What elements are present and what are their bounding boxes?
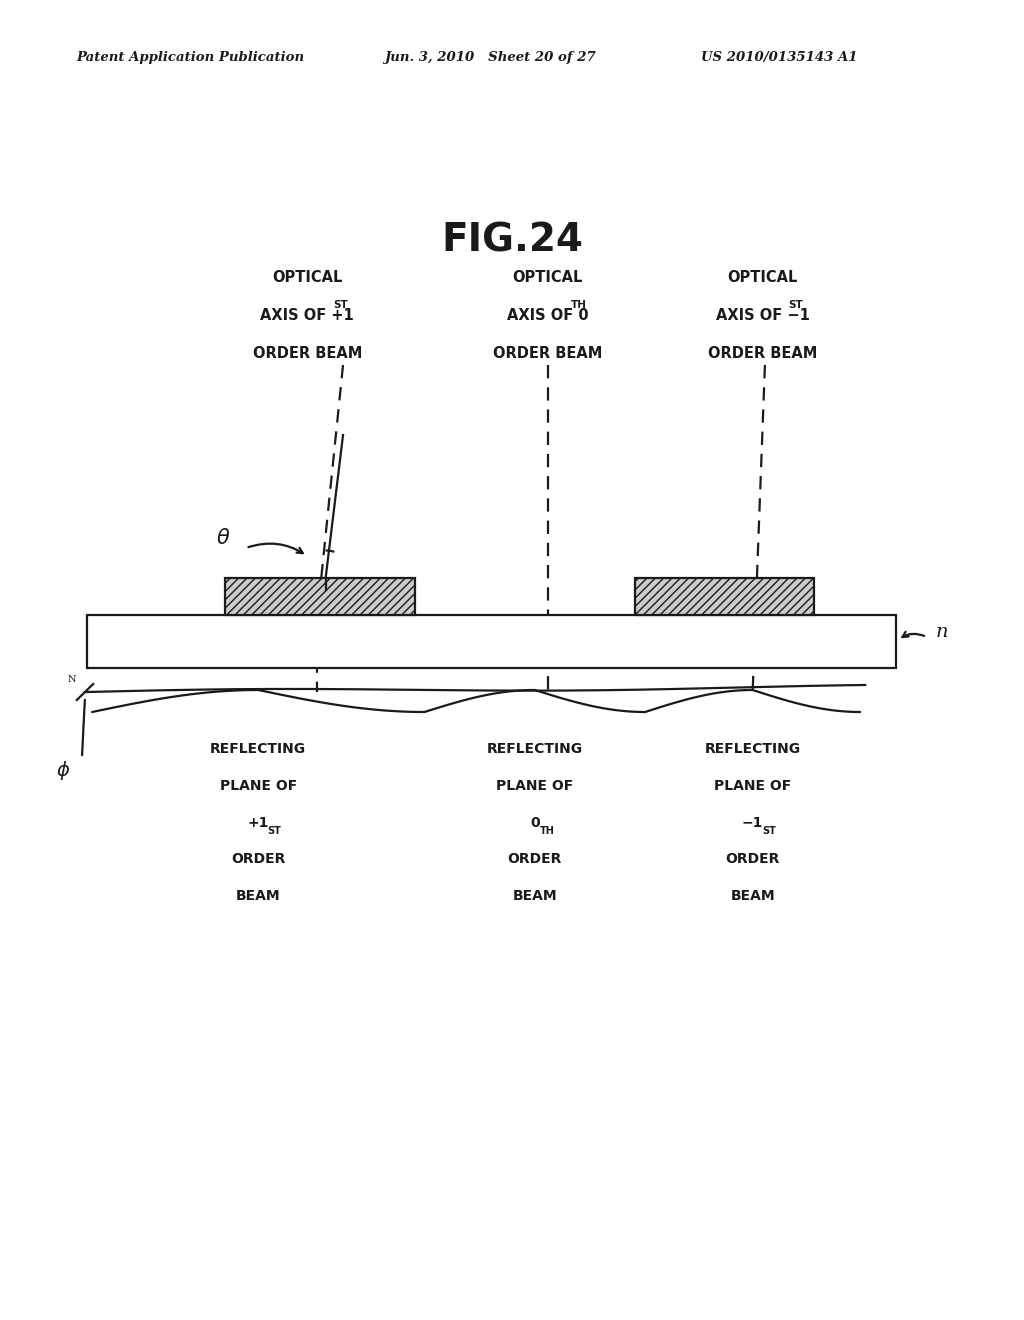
Text: BEAM: BEAM — [730, 888, 775, 903]
Text: OPTICAL: OPTICAL — [513, 271, 583, 285]
Text: OPTICAL: OPTICAL — [272, 271, 342, 285]
Text: US 2010/0135143 A1: US 2010/0135143 A1 — [701, 50, 858, 63]
Text: Jun. 3, 2010   Sheet 20 of 27: Jun. 3, 2010 Sheet 20 of 27 — [384, 50, 596, 63]
Text: BEAM: BEAM — [512, 888, 557, 903]
Text: $\theta$: $\theta$ — [216, 528, 230, 548]
Text: N: N — [68, 676, 76, 685]
Text: PLANE OF: PLANE OF — [220, 779, 297, 793]
Text: ST: ST — [333, 300, 347, 310]
Text: ST: ST — [788, 300, 803, 310]
Text: PLANE OF: PLANE OF — [497, 779, 573, 793]
Text: OPTICAL: OPTICAL — [728, 271, 798, 285]
Text: n: n — [936, 623, 948, 642]
Text: $\phi$: $\phi$ — [56, 759, 71, 781]
Polygon shape — [635, 578, 814, 615]
Text: ORDER BEAM: ORDER BEAM — [494, 346, 602, 360]
Text: REFLECTING: REFLECTING — [705, 742, 801, 756]
Text: ORDER: ORDER — [508, 851, 562, 866]
Text: 0: 0 — [530, 816, 540, 830]
Text: FIG.24: FIG.24 — [441, 220, 583, 259]
Text: PLANE OF: PLANE OF — [714, 779, 792, 793]
Text: AXIS OF −1: AXIS OF −1 — [716, 308, 810, 323]
Text: TH: TH — [540, 826, 554, 836]
Text: REFLECTING: REFLECTING — [486, 742, 583, 756]
Text: −1: −1 — [742, 816, 763, 830]
Text: AXIS OF +1: AXIS OF +1 — [260, 308, 354, 323]
Text: REFLECTING: REFLECTING — [210, 742, 306, 756]
Polygon shape — [87, 615, 896, 668]
Text: ORDER: ORDER — [231, 851, 286, 866]
Text: ORDER: ORDER — [725, 851, 780, 866]
Text: Patent Application Publication: Patent Application Publication — [77, 50, 305, 63]
Text: TH: TH — [570, 300, 587, 310]
Text: ST: ST — [762, 826, 776, 836]
Text: BEAM: BEAM — [236, 888, 281, 903]
Text: ORDER BEAM: ORDER BEAM — [709, 346, 817, 360]
Polygon shape — [225, 578, 415, 615]
Text: ST: ST — [267, 826, 282, 836]
Text: ORDER BEAM: ORDER BEAM — [253, 346, 361, 360]
Text: +1: +1 — [248, 816, 269, 830]
Text: AXIS OF 0: AXIS OF 0 — [507, 308, 589, 323]
